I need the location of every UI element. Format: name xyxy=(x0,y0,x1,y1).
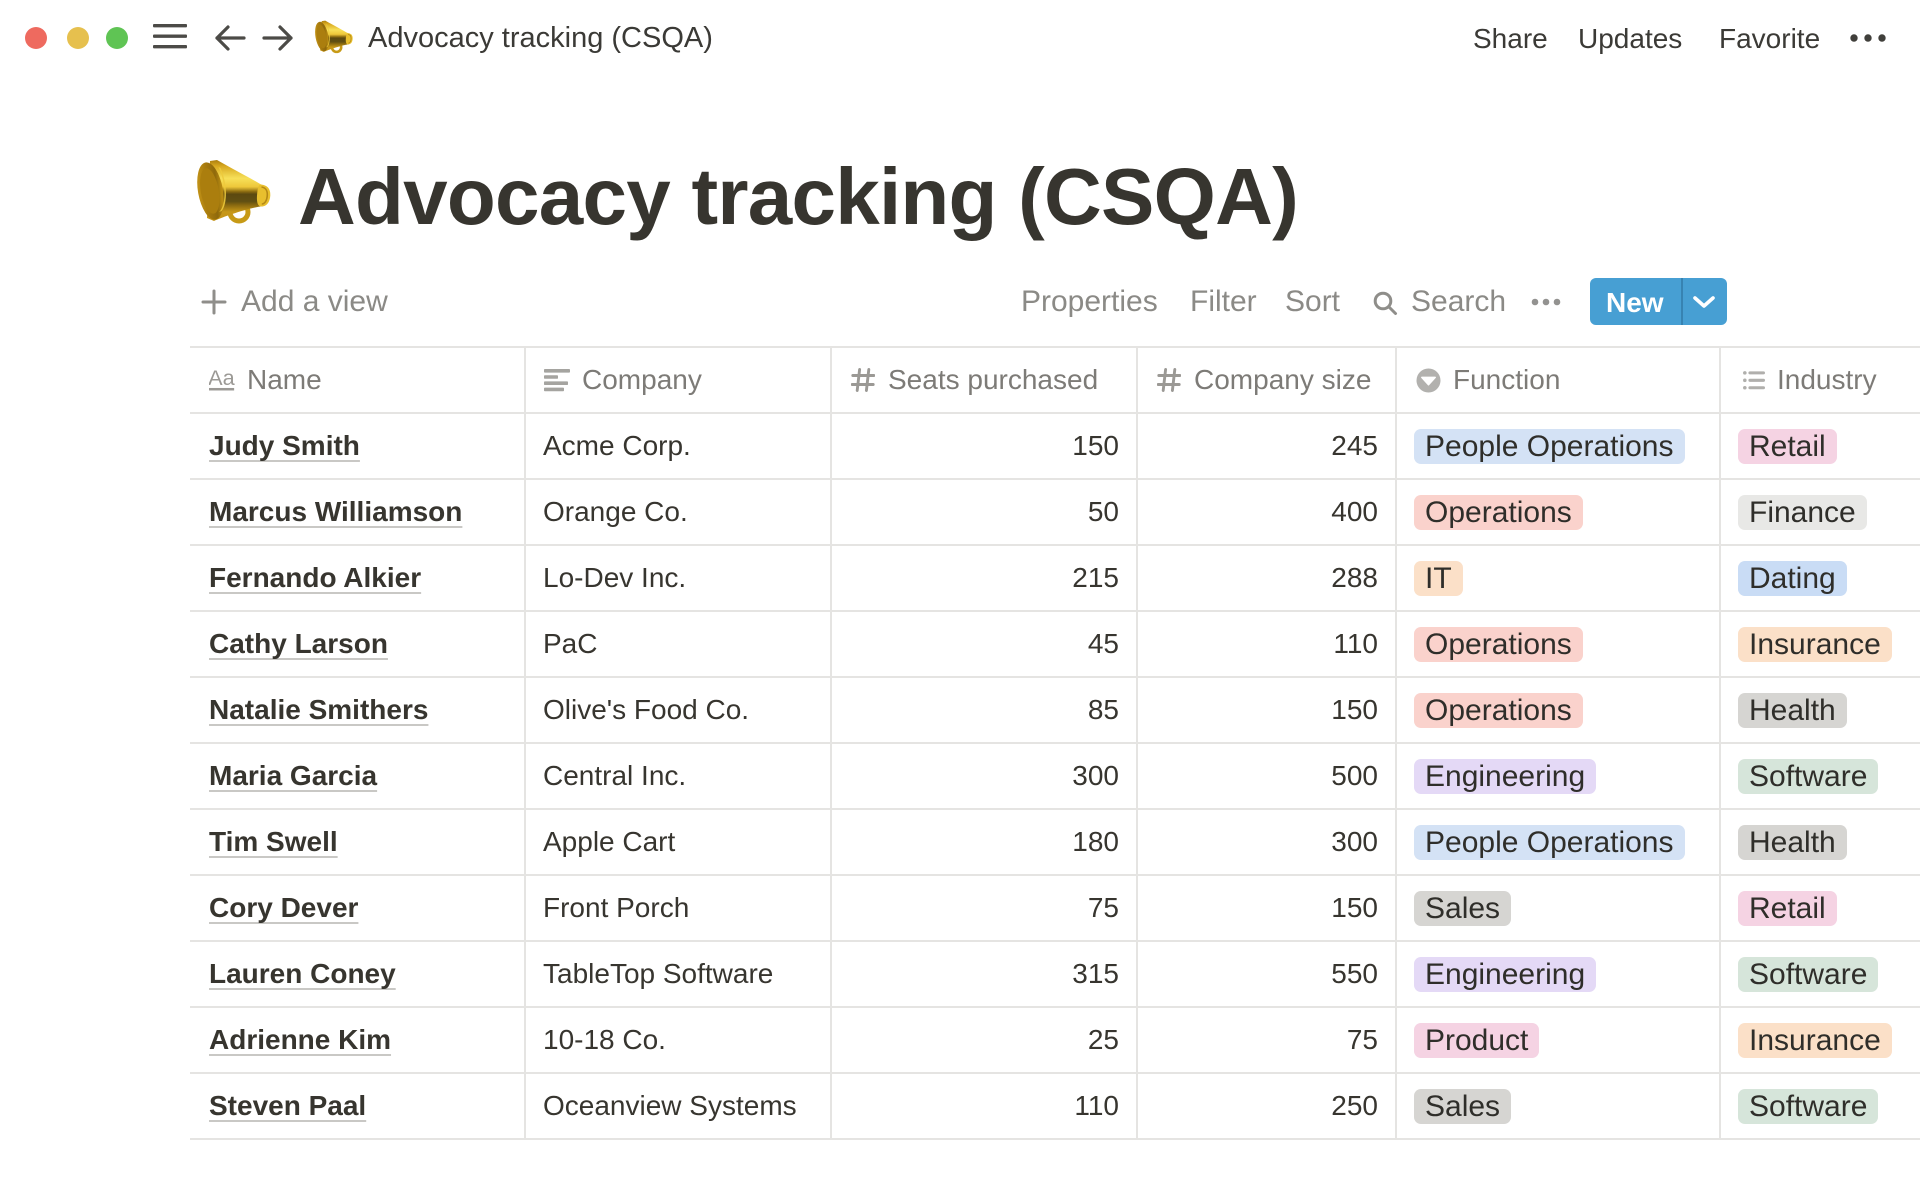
svg-text:Aa: Aa xyxy=(209,366,235,390)
